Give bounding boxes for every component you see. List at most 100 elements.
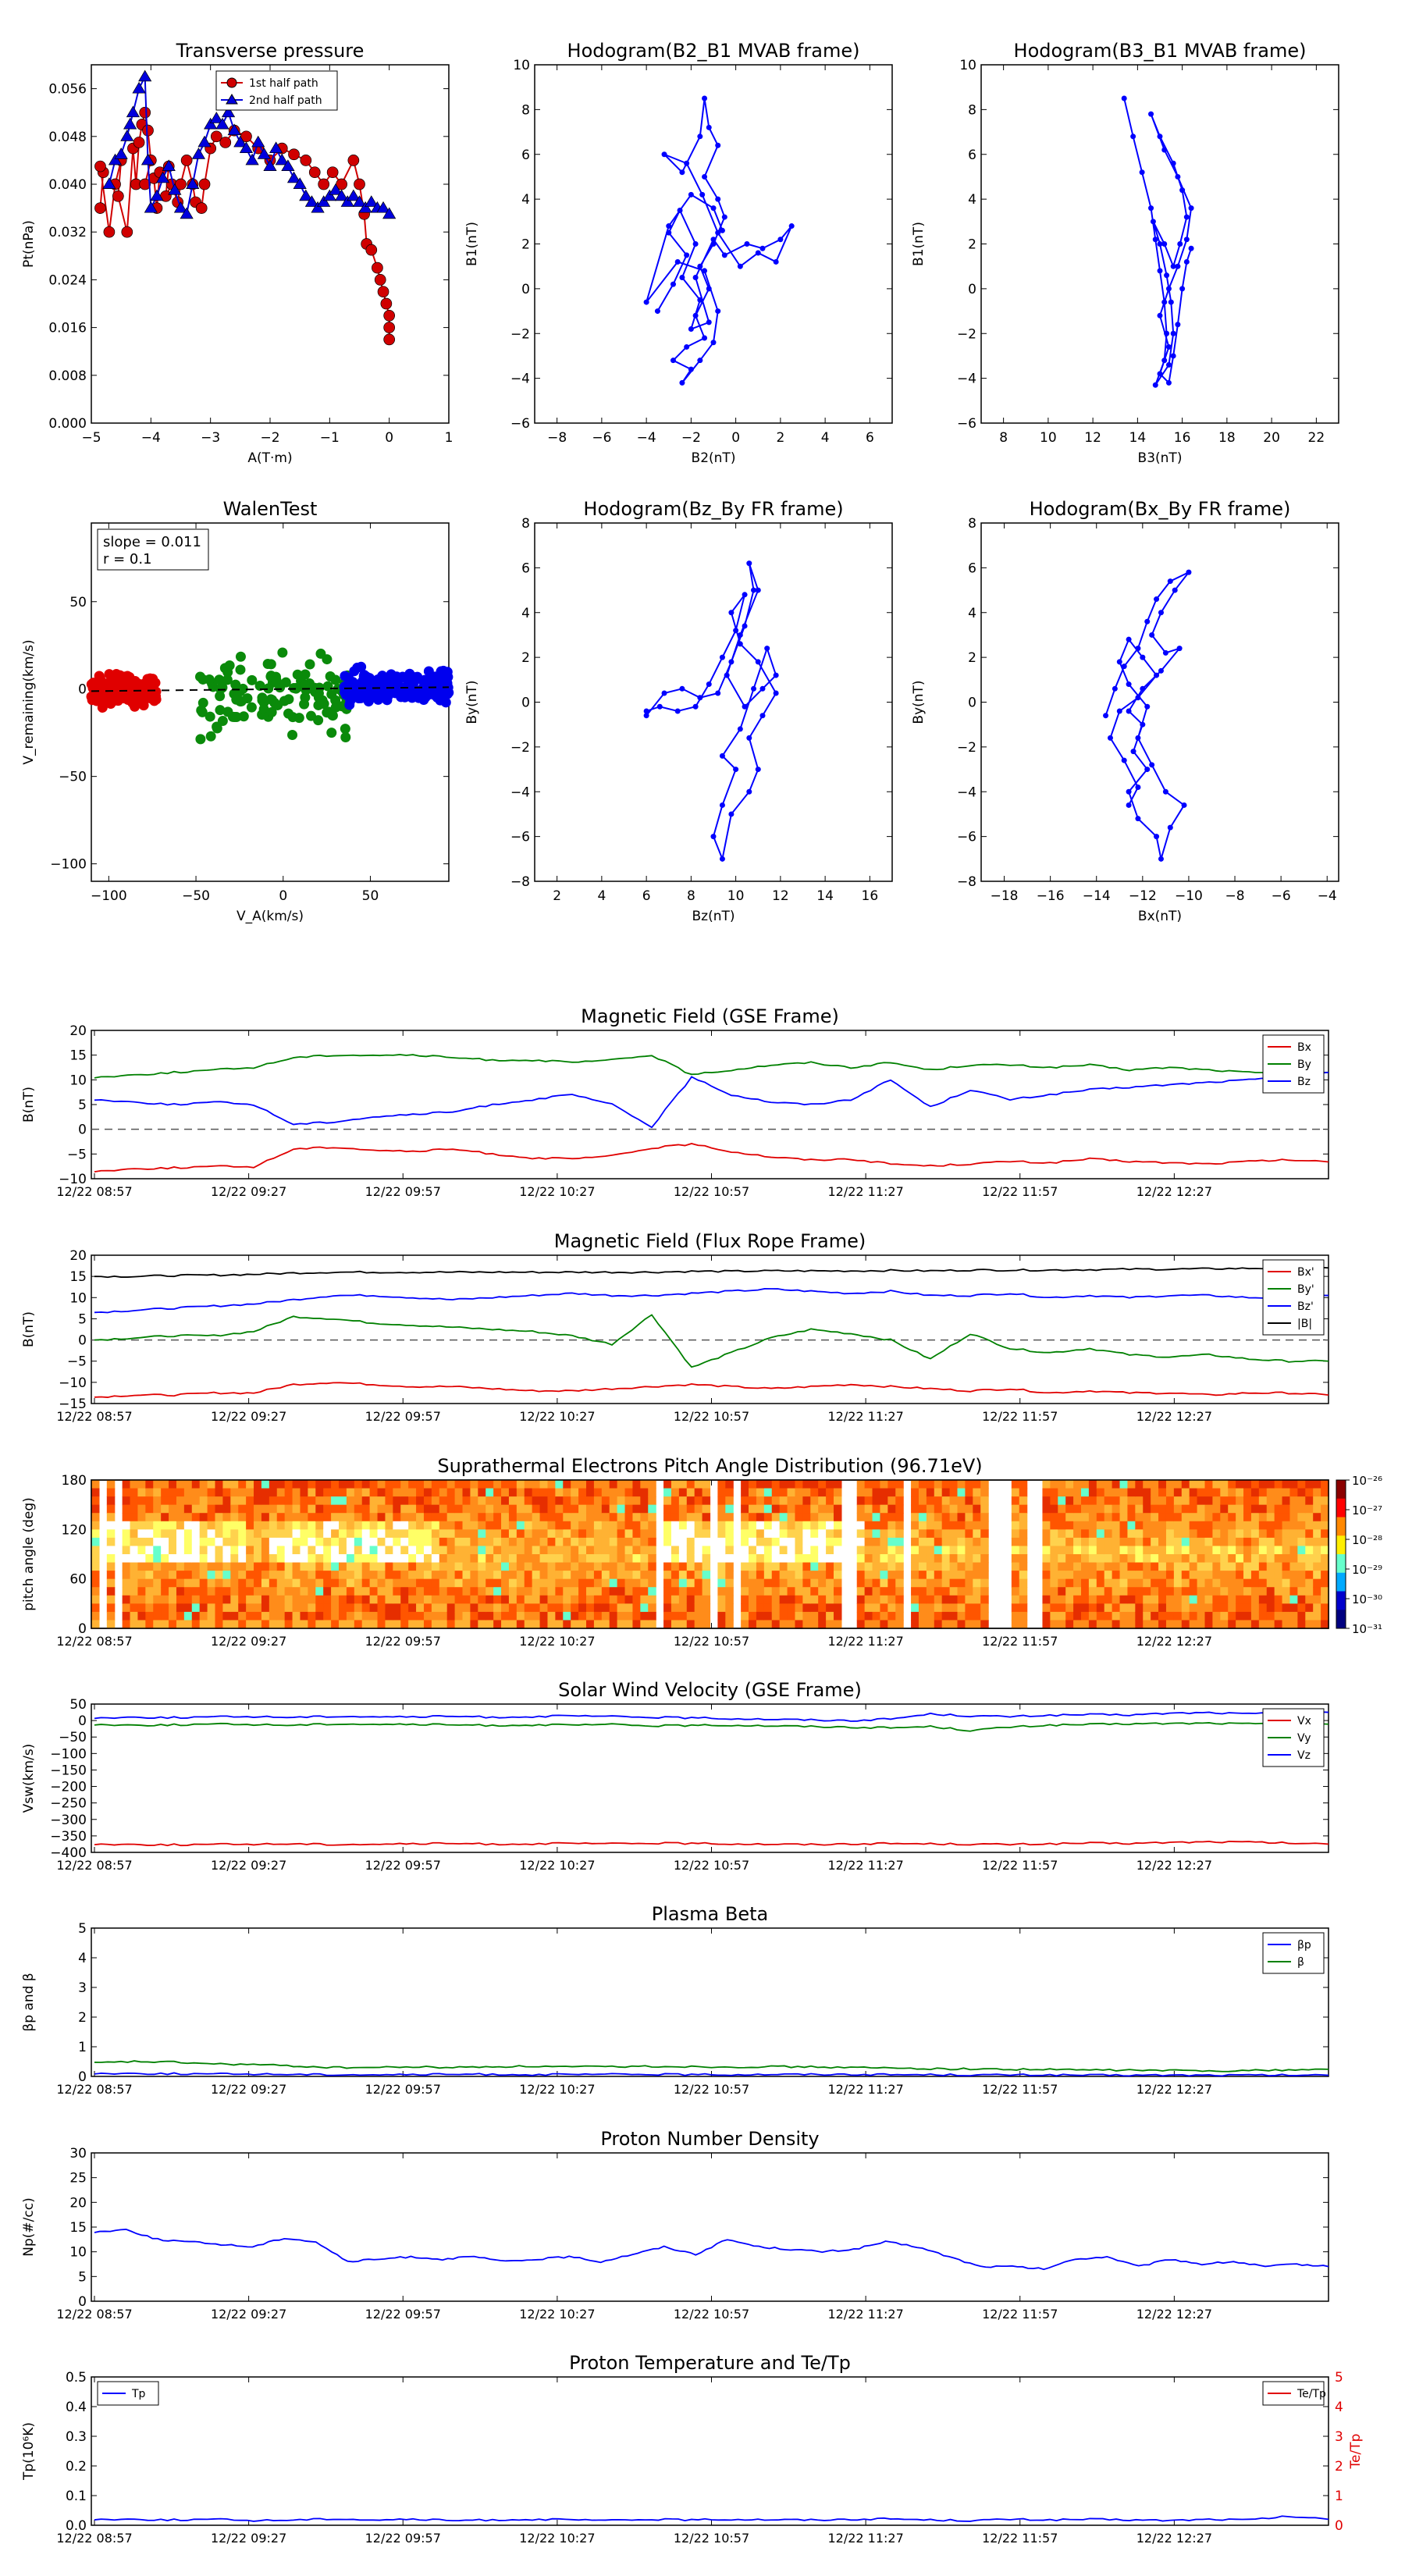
- heatmap-cell: [1212, 1587, 1221, 1596]
- heatmap-cell: [269, 1554, 278, 1564]
- heatmap-cell: [1050, 1496, 1058, 1506]
- heatmap-cell: [300, 1488, 308, 1497]
- heatmap-cell: [980, 1521, 989, 1530]
- heatmap-cell: [130, 1529, 139, 1539]
- heatmap-cell: [508, 1496, 518, 1506]
- heatmap-cell: [949, 1504, 959, 1514]
- data-point: [677, 207, 683, 213]
- heatmap-cell: [1220, 1488, 1229, 1497]
- heatmap-cell: [725, 1537, 734, 1547]
- data-point: [1164, 272, 1170, 279]
- heatmap-cell: [834, 1546, 842, 1555]
- data-point: [304, 195, 319, 207]
- heatmap-cell: [122, 1620, 131, 1629]
- heatmap-cell: [176, 1578, 185, 1588]
- heatmap-cell: [1305, 1529, 1314, 1539]
- heatmap-cell: [462, 1620, 471, 1629]
- heatmap-cell: [601, 1554, 610, 1564]
- heatmap-cell: [300, 1578, 308, 1588]
- heatmap-cell: [872, 1571, 881, 1580]
- data-point: [643, 713, 649, 719]
- heatmap-cell: [1289, 1546, 1298, 1555]
- heatmap-cell: [1321, 1620, 1329, 1629]
- heatmap-cell: [261, 1480, 270, 1489]
- heatmap-cell: [524, 1521, 533, 1530]
- heatmap-cell: [1173, 1537, 1183, 1547]
- heatmap-cell: [856, 1521, 866, 1530]
- heatmap-cell: [284, 1496, 293, 1506]
- heatmap-cell: [1119, 1504, 1129, 1514]
- heatmap-cell: [555, 1496, 564, 1506]
- heatmap-cell: [795, 1587, 803, 1596]
- x-tick-label: −10: [1175, 888, 1203, 904]
- heatmap-cell: [254, 1480, 262, 1489]
- heatmap-cell: [934, 1603, 943, 1613]
- heatmap-cell: [1096, 1529, 1105, 1539]
- heatmap-cell: [1081, 1496, 1090, 1506]
- heatmap-cell: [872, 1496, 881, 1506]
- heatmap-cell: [670, 1537, 680, 1547]
- heatmap-cell: [431, 1480, 440, 1489]
- heatmap-cell: [1228, 1554, 1236, 1564]
- data-point: [266, 706, 277, 717]
- data-point: [744, 241, 750, 247]
- heatmap-cell: [911, 1521, 919, 1530]
- heatmap-cell: [269, 1480, 278, 1489]
- heatmap-cell: [423, 1546, 432, 1555]
- heatmap-cell: [547, 1480, 556, 1489]
- heatmap-cell: [1073, 1562, 1082, 1571]
- heatmap-cell: [222, 1529, 231, 1539]
- heatmap-cell: [508, 1537, 518, 1547]
- panel-hodo_bzby: Hodogram(Bz_By FR frame)2 4 6 8 10 12 14 16−8−6…: [464, 498, 893, 924]
- heatmap-cell: [880, 1488, 888, 1497]
- heatmap-cell: [346, 1562, 355, 1571]
- heatmap-cell: [385, 1554, 393, 1564]
- heatmap-cell: [1158, 1537, 1167, 1547]
- heatmap-cell: [439, 1571, 448, 1580]
- heatmap-cell: [980, 1603, 989, 1613]
- heatmap-cell: [246, 1513, 254, 1522]
- heatmap-cell: [1042, 1496, 1051, 1506]
- heatmap-cell: [369, 1562, 379, 1571]
- x-tick-label: 10: [1040, 430, 1057, 446]
- heatmap-cell: [826, 1554, 834, 1564]
- heatmap-cell: [617, 1480, 626, 1489]
- heatmap-cell: [702, 1513, 711, 1522]
- chart-title: Transverse pressure: [176, 40, 365, 62]
- heatmap-cell: [470, 1562, 478, 1571]
- data-point: [737, 641, 743, 647]
- heatmap-cell: [1096, 1546, 1105, 1555]
- heatmap-cell: [122, 1587, 131, 1596]
- heatmap-cell: [1112, 1480, 1121, 1489]
- y-tick-label: −6: [957, 830, 976, 845]
- heatmap-cell: [261, 1537, 270, 1547]
- heatmap-cell: [1289, 1620, 1298, 1629]
- x-tick-label: 12/22 09:57: [365, 1634, 441, 1649]
- heatmap-cell: [632, 1521, 641, 1530]
- data-point: [251, 135, 265, 148]
- heatmap-cell: [810, 1620, 819, 1629]
- heatmap-cell: [702, 1496, 711, 1506]
- heatmap-cell: [246, 1620, 254, 1629]
- heatmap-cell: [941, 1595, 951, 1604]
- heatmap-cell: [323, 1587, 332, 1596]
- heatmap-cell: [361, 1488, 371, 1497]
- heatmap-cell: [292, 1529, 301, 1539]
- heatmap-cell: [872, 1537, 881, 1547]
- heatmap-cell: [1073, 1480, 1082, 1489]
- heatmap-cell: [973, 1578, 981, 1588]
- heatmap-cell: [640, 1587, 649, 1596]
- heatmap-cell: [524, 1546, 533, 1555]
- heatmap-cell: [493, 1480, 502, 1489]
- heatmap-cell: [1243, 1537, 1252, 1547]
- panel-pad: Suprathermal Electrons Pitch Angle Distr…: [21, 1455, 1382, 1649]
- heatmap-cell: [462, 1587, 471, 1596]
- heatmap-cell: [269, 1571, 278, 1580]
- heatmap-cell: [632, 1571, 641, 1580]
- heatmap-cell: [254, 1521, 262, 1530]
- data-point: [1183, 237, 1190, 243]
- heatmap-cell: [918, 1546, 927, 1555]
- heatmap-cell: [377, 1554, 386, 1564]
- heatmap-cell: [308, 1578, 316, 1588]
- heatmap-cell: [122, 1562, 131, 1571]
